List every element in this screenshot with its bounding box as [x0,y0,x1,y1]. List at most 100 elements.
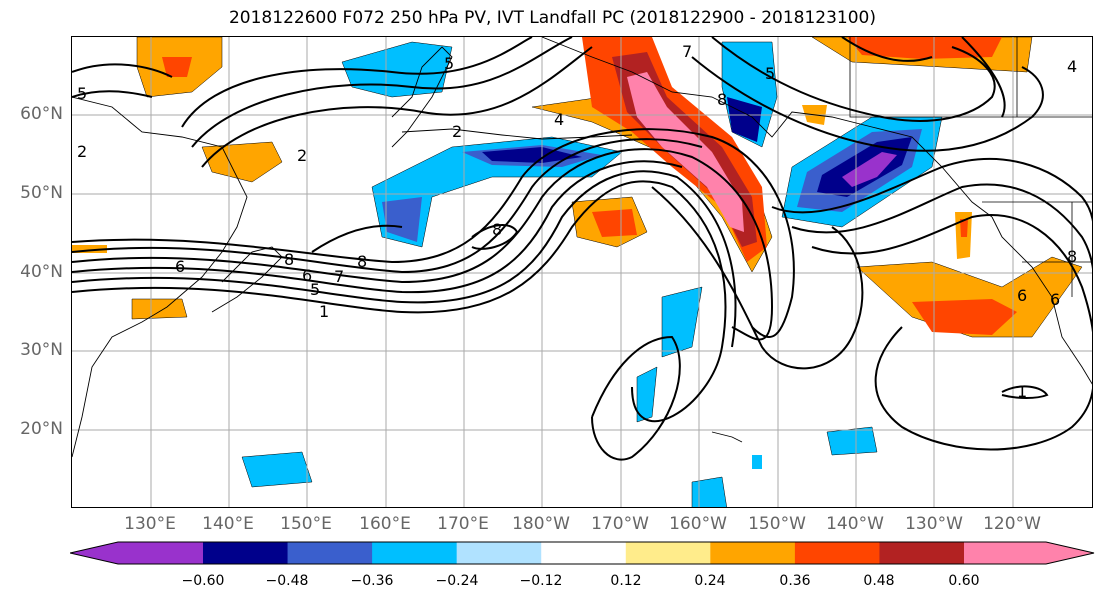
shade-neg-14 [826,426,878,456]
colorbar-tick: −0.36 [350,573,394,589]
contour-3 [72,160,683,294]
lon-label: 150°E [280,514,332,534]
shade-neg-13 [241,451,313,488]
colorbar-segment [287,542,373,564]
colorbar-segment [456,542,542,564]
contour-label: 8 [492,220,502,239]
contour-14 [771,158,1092,222]
contour-label: 7 [682,42,692,61]
contour-16 [811,214,1092,333]
colorbar-segment [541,542,627,564]
contour-label: 1 [319,302,329,321]
colorbar-segment [70,542,203,564]
lon-label: 170°W [591,514,649,534]
contour-13 [691,56,1044,152]
contour-2 [72,170,737,348]
contour-label: 8 [717,90,727,109]
colorbar-segment [625,542,711,564]
shade-pos-18 [960,219,968,237]
colorbar-tick: 0.36 [779,573,811,589]
contour-1 [72,180,727,422]
colorbar-tick: −0.48 [265,573,309,589]
colorbar-tick: 0.24 [694,573,726,589]
shade-pos-13 [912,299,1017,335]
lon-label: 130°E [124,514,176,534]
colorbar-tick: 0.12 [610,573,642,589]
coast-alaska [541,37,993,218]
contour-label: 6 [175,257,185,276]
shade-pos-11 [847,37,1002,59]
colorbar-outline [70,541,1095,565]
contour-12 [711,37,996,122]
lat-label: 30°N [20,340,63,360]
lat-label: 20°N [20,419,63,439]
map-panel: 5 2 2 4 7 8 5 6 8 8 8 6 7 5 1 2 5 8 6 6 … [71,36,1093,508]
coast-kamchatka [391,46,453,148]
colorbar-tick: −0.12 [519,573,563,589]
contour-label: 8 [357,252,367,271]
shade-neg-5 [382,197,422,242]
contour-24 [961,37,1006,118]
contour-18 [874,326,1092,451]
contour-10 [72,63,173,78]
contour-labels: 5 2 2 4 7 8 5 6 8 8 8 6 7 5 1 2 5 8 6 6 … [77,42,1077,401]
shade-neg-1 [341,41,453,98]
contour-label: 6 [302,266,312,285]
map-title: 2018122600 F072 250 hPa PV, IVT Landfall… [228,8,876,28]
coastlines [72,37,1092,458]
map-canvas: 5 2 2 4 7 8 5 6 8 8 8 6 7 5 1 2 5 8 6 6 … [72,37,1092,507]
pv-contours [72,37,1092,461]
contour-label: 4 [554,110,564,129]
contour-8 [201,46,593,168]
contour-23 [841,37,933,62]
shade-pos-14 [131,298,188,320]
contour-9 [181,37,533,128]
contour-4 [72,148,774,341]
coast-asia [72,96,248,458]
shade-neg-15 [636,366,658,423]
lon-label: 170°E [437,514,489,534]
colorbar [70,541,1095,565]
contour-20 [311,224,403,253]
contour-label: 8 [284,250,294,269]
shade-pos-9 [592,209,637,237]
colorbar-segment [203,542,289,564]
lat-label: 50°N [20,183,63,203]
lon-label: 130°W [905,514,963,534]
contour-label: 2 [452,122,462,141]
shade-neg-4 [482,147,582,163]
colorbar-segment [710,542,796,564]
contour-label: 2 [297,146,307,165]
contour-5 [72,138,703,274]
contour-label: 6 [1017,286,1027,305]
shade-neg-16 [691,476,727,507]
coast-japan [211,246,283,313]
border-canada-us [849,37,1092,118]
contour-7 [191,37,573,148]
contour-label: 5 [765,64,775,83]
contour-6 [72,128,795,338]
contour-22 [591,335,681,461]
lat-label: 40°N [20,262,63,282]
lon-label: 140°E [202,514,254,534]
shade-neg-11 [727,97,762,142]
contour-label: 6 [1050,290,1060,309]
colorbar-tick: −0.24 [435,573,479,589]
lat-label: 60°N [20,104,63,124]
lon-label: 120°W [983,514,1041,534]
colorbar-tick: 0.60 [948,573,980,589]
contour-21 [471,224,519,250]
contour-label: 4 [1067,57,1077,76]
contour-label: 7 [334,267,344,286]
colorbar-tick: −0.60 [181,573,225,589]
contour-label: 5 [77,84,87,103]
contour-label: 5 [310,280,320,299]
coast-aleutians [401,128,633,140]
contour-19 [1001,385,1049,399]
coast-na-west [991,216,1092,385]
contour-15 [791,183,1092,270]
colorbar-segment [794,542,880,564]
lon-label: 180°W [512,514,570,534]
lon-label: 150°W [748,514,806,534]
pc-shading [72,37,1083,507]
